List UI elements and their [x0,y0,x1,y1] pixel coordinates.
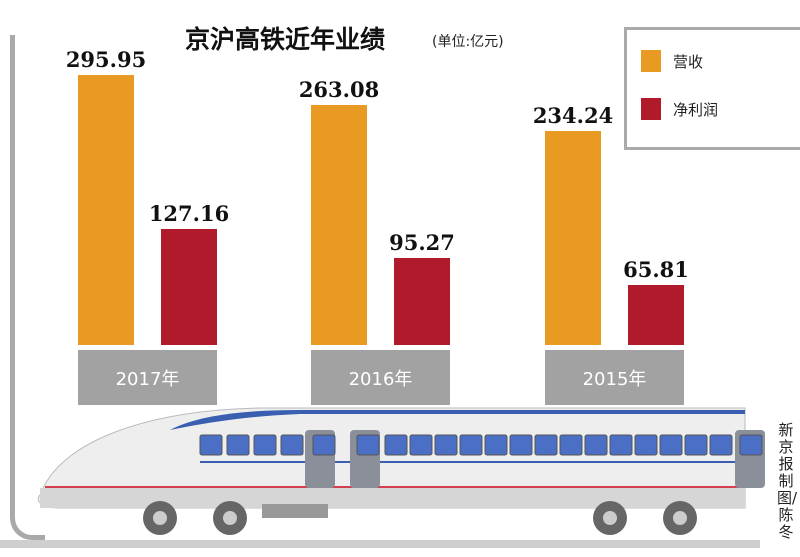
train-window [659,434,683,456]
bar-revenue [78,75,134,345]
category-label: 2017年 [78,350,217,405]
value-label: 95.27 [389,230,455,256]
train-window [199,434,223,456]
train-window [584,434,608,456]
value-label: 263.08 [298,76,380,102]
train-window [280,434,304,456]
train-window [384,434,408,456]
train-window [253,434,277,456]
train-illustration [0,407,765,548]
train-window [409,434,433,456]
legend-swatch [641,50,661,72]
category-label: 2016年 [311,350,450,405]
bar-revenue [311,104,367,345]
bar-revenue [545,131,601,345]
train-window [226,434,250,456]
train-window [634,434,658,456]
unit-label: (单位:亿元) [432,34,504,50]
legend-swatch [641,98,661,120]
train-window [709,434,733,456]
credit: 新京报制图/陈冬 [777,421,798,541]
bar-profit [394,258,450,345]
train-window [739,434,763,456]
train-window [609,434,633,456]
legend: 营收 净利润 [624,27,800,150]
value-label: 65.81 [623,256,689,282]
train-window [684,434,708,456]
legend-item-profit: 净利润 [641,98,718,120]
train-window [459,434,483,456]
legend-label: 净利润 [673,100,719,119]
train-window [534,434,558,456]
train-window [559,434,583,456]
legend-label: 营收 [673,52,704,71]
value-label: 127.16 [148,200,230,226]
bar-profit [628,284,684,345]
category-label: 2015年 [545,350,684,405]
value-label: 234.24 [532,103,614,129]
train-window [484,434,508,456]
frame-line [10,35,45,540]
legend-item-revenue: 营收 [641,50,703,72]
value-label: 295.95 [65,47,147,72]
train-window [509,434,533,456]
train-window [312,434,336,456]
train-window [434,434,458,456]
train-window [356,434,380,456]
bar-profit [161,228,217,345]
chart-title: 京沪高铁近年业绩 [185,25,386,54]
